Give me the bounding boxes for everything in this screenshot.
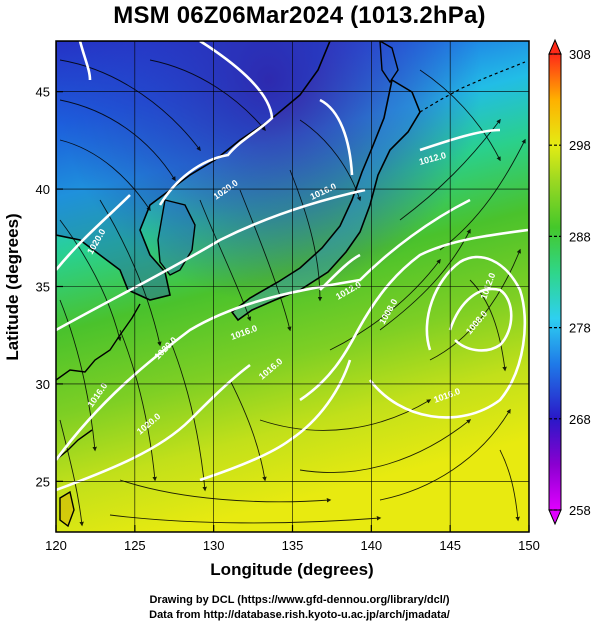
map-title: MSM 06Z06Mar2024 (1013.2hPa) [113,2,486,29]
streamline [429,248,521,361]
coastline-china [56,303,141,461]
isobar-line [158,41,274,206]
streamline [229,379,267,482]
isobar-line [319,253,361,291]
y-axis-label: Latitude (degrees) [3,213,22,360]
streamline [299,419,472,473]
x-tick-label: 125 [124,538,146,553]
streamline [199,199,252,322]
isobar-line [78,41,92,81]
streamline [99,199,162,347]
credit-data-source: Data from http://database.rish.kyoto-u.a… [149,609,450,621]
colorbar-tick-label: 308 [569,47,591,62]
x-axis-label: Longitude (degrees) [210,560,373,579]
colorbar-tick-label: 278 [569,321,591,336]
streamline [59,139,151,212]
isobar-line [299,228,529,402]
streamline [149,59,266,132]
colorbar-gradient [548,53,562,511]
streamline [59,99,176,182]
y-axis: 25 30 35 40 45 [36,85,63,489]
y-tick-label: 25 [36,474,50,489]
streamline [439,138,526,251]
colorbar-tick-label: 298 [569,138,591,153]
isobars [56,41,529,492]
y-tick-label: 45 [36,85,50,100]
x-tick-label: 150 [518,538,540,553]
streamline [419,69,501,162]
korean-peninsula [157,199,196,276]
colorbar: 258 268 278 288 298 308 [548,38,591,526]
colorbar-tick-label: 268 [569,412,591,427]
isobar-line [319,98,354,176]
streamline [119,479,332,503]
x-tick-label: 120 [45,538,67,553]
x-tick-label: 145 [439,538,461,553]
streamline [379,408,511,501]
streamline [59,419,84,527]
isobar-line [448,287,513,352]
streamline [329,258,441,351]
isobar-line [56,363,251,492]
streamline [109,514,382,524]
colorbar-tick-label: 258 [569,503,591,518]
landmass-japan [230,78,421,322]
streamline [59,299,97,452]
streamline [379,228,471,331]
credit-drawing: Drawing by DCL (https://www.gfd-dennou.o… [149,594,450,606]
isobar-line [419,128,501,152]
isobar-line [368,255,527,419]
streamline [239,189,292,332]
streamline [399,118,501,221]
streamline [59,59,201,152]
x-tick-label: 130 [203,538,225,553]
x-tick-label: 140 [360,538,382,553]
kuril-islands [419,61,526,113]
x-tick-label: 135 [282,538,304,553]
taiwan-island [59,490,75,528]
colorbar-top-triangle [548,38,562,55]
sakhalin-island [379,41,399,84]
streamline [59,219,122,342]
x-axis: 120 125 130 135 140 145 150 [45,525,540,553]
isobar-line [56,194,131,271]
colorbar-tick-label: 288 [569,229,591,244]
colorbar-ticks: 258 268 278 288 298 308 [549,47,591,518]
streamline [169,339,207,492]
isobar-line [199,359,352,482]
isobar-line [56,198,471,461]
streamline [299,119,362,202]
streamline [119,329,157,482]
y-tick-label: 40 [36,182,50,197]
y-tick-label: 30 [36,377,50,392]
colorbar-bottom-triangle [548,509,562,526]
streamlines [59,59,526,527]
isobar-line [56,188,366,332]
y-tick-label: 35 [36,280,50,295]
